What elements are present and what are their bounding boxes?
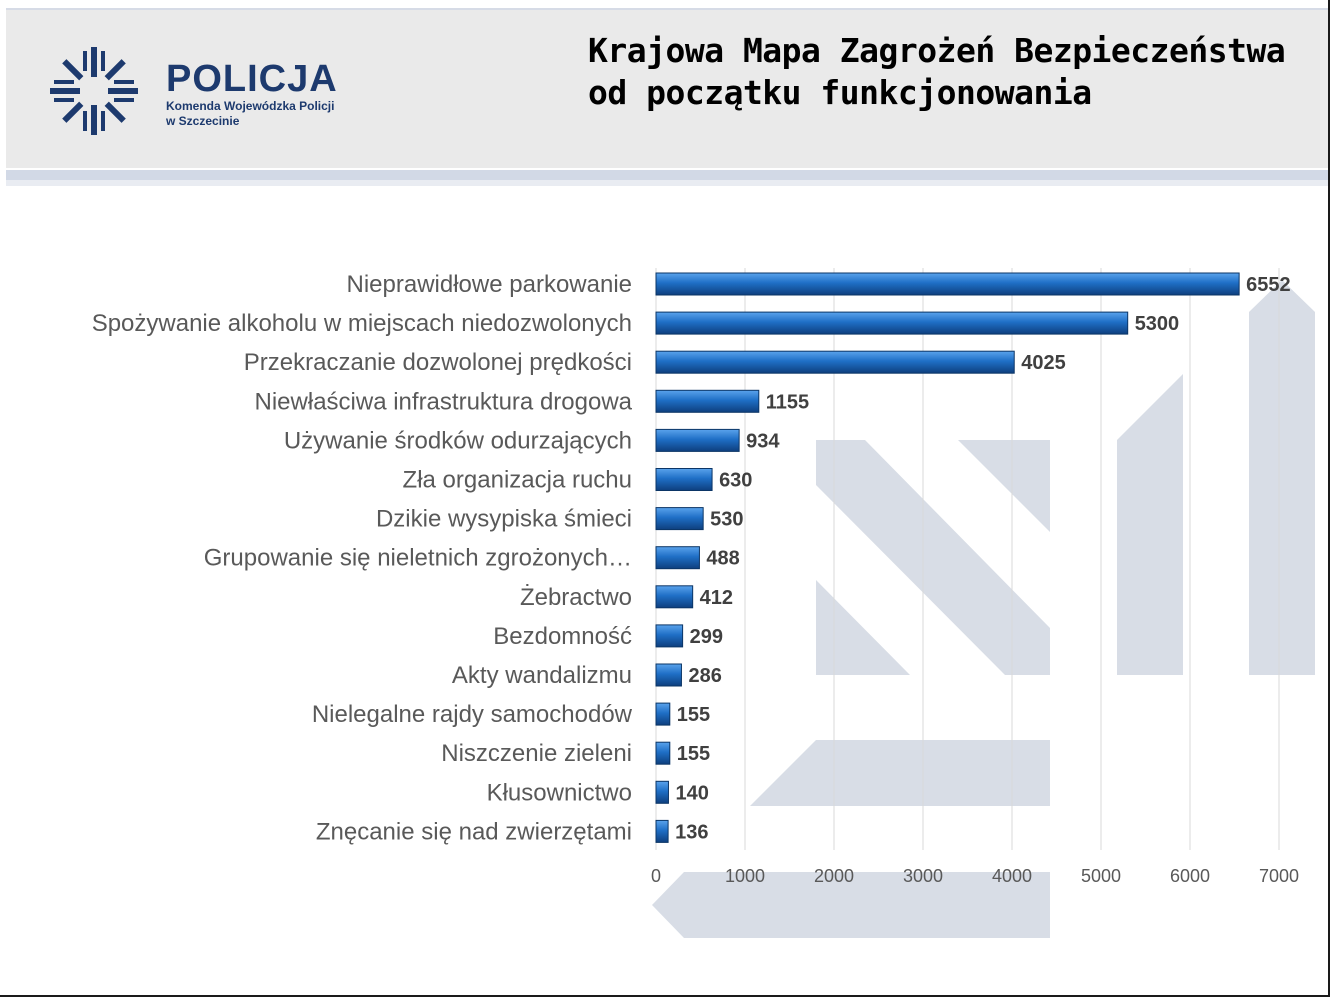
- bar: [655, 741, 671, 765]
- data-label: 5300: [1135, 313, 1180, 335]
- header-panel: [6, 8, 1328, 168]
- bar: [655, 468, 713, 491]
- bar: [655, 702, 671, 726]
- data-label: 934: [746, 430, 780, 452]
- category-label: Używanie środków odurzających: [284, 427, 632, 454]
- header-top-divider: [6, 8, 1328, 10]
- data-labels: 6552 5300 4025 1155 934 630 530 488 412 299 286 155…: [675, 274, 1291, 843]
- category-label: Żebractwo: [520, 584, 632, 611]
- data-label: 155: [677, 704, 710, 726]
- page-title-line2: od początku funkcjonowania: [588, 73, 1092, 112]
- bar: [655, 546, 700, 570]
- category-label: Niewłaściwa infrastruktura drogowa: [255, 388, 633, 415]
- bar: [655, 585, 694, 609]
- header-bottom-divider-light: [6, 180, 1328, 186]
- header-bottom-divider: [6, 170, 1328, 182]
- data-label: 6552: [1246, 274, 1291, 296]
- page-title-line1: Krajowa Mapa Zagrożeń Bezpieczeństwa: [588, 31, 1286, 70]
- x-tick-label: 0: [651, 866, 661, 886]
- category-label: Akty wandalizmu: [452, 662, 632, 689]
- category-label: Kłusownictwo: [487, 779, 632, 806]
- category-label: Przekraczanie dozwolonej prędkości: [244, 349, 632, 376]
- data-label: 488: [706, 548, 739, 570]
- bar: [655, 311, 1129, 335]
- category-label: Znęcanie się nad zwierzętami: [316, 818, 632, 845]
- data-label: 286: [688, 665, 721, 687]
- bar: [655, 663, 682, 687]
- data-label: 299: [690, 626, 723, 648]
- bar: [655, 780, 669, 804]
- data-label: 530: [710, 509, 743, 531]
- bars: [655, 272, 1240, 843]
- x-tick-label: 5000: [1081, 866, 1121, 886]
- x-axis-ticks: 0 1000 2000 3000 4000 5000 6000 7000: [651, 866, 1299, 886]
- data-label: 412: [700, 587, 733, 609]
- data-label: 1155: [766, 391, 809, 413]
- x-tick-label: 4000: [992, 866, 1032, 886]
- category-label: Dzikie wysypiska śmieci: [376, 506, 632, 533]
- bar: [655, 350, 1015, 374]
- brand-subtitle-line1: Komenda Wojewódzka Policji: [166, 99, 335, 113]
- brand-name: POLICJA: [166, 58, 338, 100]
- bar: [655, 507, 704, 531]
- data-label: 136: [675, 821, 708, 843]
- category-label: Spożywanie alkoholu w miejscach niedozwo…: [92, 310, 632, 337]
- bar: [655, 624, 684, 648]
- category-label: Nieprawidłowe parkowanie: [347, 271, 632, 298]
- brand-subtitle-line2: w Szczecinie: [166, 114, 240, 128]
- x-tick-label: 6000: [1170, 866, 1210, 886]
- brand-block: POLICJA Komenda Wojewódzka Policji w Szc…: [166, 60, 338, 128]
- category-label: Zła organizacja ruchu: [403, 467, 632, 494]
- category-label: Niszczenie zieleni: [441, 740, 632, 767]
- x-tick-label: 7000: [1259, 866, 1299, 886]
- data-label: 4025: [1021, 352, 1066, 374]
- bar: [655, 428, 740, 452]
- bar: [655, 272, 1240, 296]
- x-tick-label: 1000: [725, 866, 765, 886]
- police-star-logo-icon: [50, 47, 138, 135]
- x-tick-label: 2000: [814, 866, 854, 886]
- bar: [655, 389, 760, 413]
- category-label: Grupowanie się nieletnich zgrożonych…: [204, 545, 632, 572]
- category-labels: Nieprawidłowe parkowanie Spożywanie alkoh…: [92, 271, 633, 845]
- data-label: 630: [719, 470, 752, 492]
- data-label: 140: [675, 782, 708, 804]
- page-title: Krajowa Mapa Zagrożeń Bezpieczeństwa od …: [588, 30, 1318, 114]
- x-tick-label: 3000: [903, 866, 943, 886]
- bar: [655, 819, 669, 843]
- category-label: Bezdomność: [493, 623, 632, 650]
- data-label: 155: [677, 743, 710, 765]
- category-label: Nielegalne rajdy samochodów: [312, 701, 633, 728]
